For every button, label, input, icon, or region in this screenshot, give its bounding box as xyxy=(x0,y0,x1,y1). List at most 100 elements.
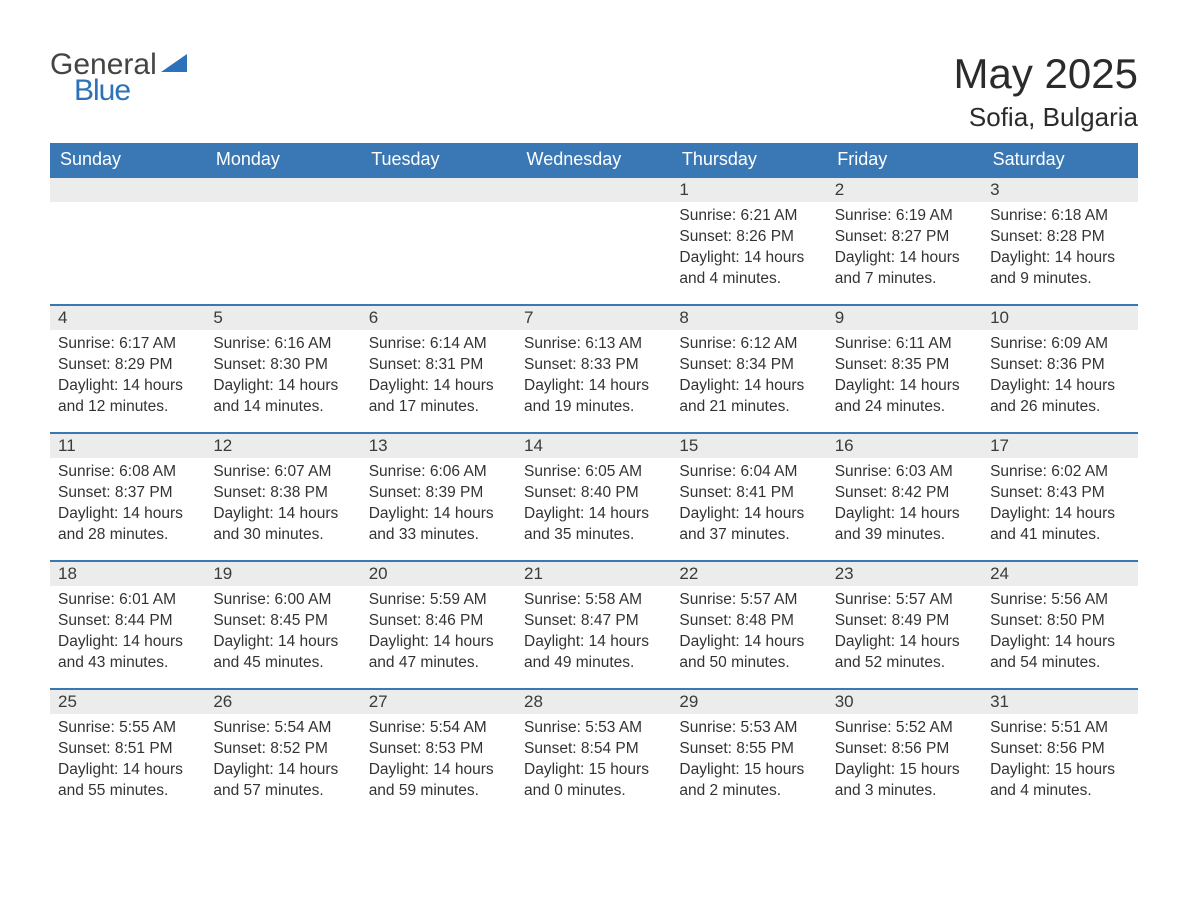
day-line: Daylight: 14 hours and 30 minutes. xyxy=(213,504,352,546)
day-number: 21 xyxy=(516,560,671,586)
day-line: Sunrise: 5:54 AM xyxy=(369,718,508,739)
calendar-cell: 4Sunrise: 6:17 AMSunset: 8:29 PMDaylight… xyxy=(50,304,205,432)
calendar-page: General Blue May 2025 Sofia, Bulgaria Su… xyxy=(0,0,1188,846)
day-content xyxy=(50,202,205,216)
day-number: 7 xyxy=(516,304,671,330)
day-line: Sunset: 8:53 PM xyxy=(369,739,508,760)
calendar-cell: 31Sunrise: 5:51 AMSunset: 8:56 PMDayligh… xyxy=(982,688,1137,816)
weekday-header: Friday xyxy=(827,143,982,176)
day-content: Sunrise: 5:53 AMSunset: 8:55 PMDaylight:… xyxy=(671,714,826,812)
day-content: Sunrise: 6:17 AMSunset: 8:29 PMDaylight:… xyxy=(50,330,205,428)
day-content: Sunrise: 5:58 AMSunset: 8:47 PMDaylight:… xyxy=(516,586,671,684)
day-content: Sunrise: 5:55 AMSunset: 8:51 PMDaylight:… xyxy=(50,714,205,812)
day-line: Daylight: 14 hours and 47 minutes. xyxy=(369,632,508,674)
day-line: Sunrise: 5:56 AM xyxy=(990,590,1129,611)
calendar-cell: 9Sunrise: 6:11 AMSunset: 8:35 PMDaylight… xyxy=(827,304,982,432)
day-line: Sunset: 8:34 PM xyxy=(679,355,818,376)
day-content: Sunrise: 6:11 AMSunset: 8:35 PMDaylight:… xyxy=(827,330,982,428)
calendar-cell: 11Sunrise: 6:08 AMSunset: 8:37 PMDayligh… xyxy=(50,432,205,560)
day-line: Sunset: 8:47 PM xyxy=(524,611,663,632)
calendar-cell: 6Sunrise: 6:14 AMSunset: 8:31 PMDaylight… xyxy=(361,304,516,432)
day-line: Daylight: 14 hours and 24 minutes. xyxy=(835,376,974,418)
day-content: Sunrise: 6:01 AMSunset: 8:44 PMDaylight:… xyxy=(50,586,205,684)
day-line: Sunrise: 6:07 AM xyxy=(213,462,352,483)
day-line: Daylight: 15 hours and 0 minutes. xyxy=(524,760,663,802)
day-content: Sunrise: 6:19 AMSunset: 8:27 PMDaylight:… xyxy=(827,202,982,300)
day-line: Daylight: 15 hours and 2 minutes. xyxy=(679,760,818,802)
calendar-cell: 14Sunrise: 6:05 AMSunset: 8:40 PMDayligh… xyxy=(516,432,671,560)
day-content: Sunrise: 5:56 AMSunset: 8:50 PMDaylight:… xyxy=(982,586,1137,684)
day-line: Sunrise: 6:08 AM xyxy=(58,462,197,483)
day-line: Sunset: 8:35 PM xyxy=(835,355,974,376)
day-line: Sunset: 8:31 PM xyxy=(369,355,508,376)
calendar-week: 25Sunrise: 5:55 AMSunset: 8:51 PMDayligh… xyxy=(50,688,1138,816)
calendar-cell: 2Sunrise: 6:19 AMSunset: 8:27 PMDaylight… xyxy=(827,176,982,304)
day-line: Daylight: 14 hours and 17 minutes. xyxy=(369,376,508,418)
title-block: May 2025 Sofia, Bulgaria xyxy=(954,50,1138,143)
day-content: Sunrise: 5:54 AMSunset: 8:53 PMDaylight:… xyxy=(361,714,516,812)
day-line: Sunrise: 6:04 AM xyxy=(679,462,818,483)
day-line: Sunset: 8:40 PM xyxy=(524,483,663,504)
day-line: Sunset: 8:49 PM xyxy=(835,611,974,632)
day-number: 22 xyxy=(671,560,826,586)
day-line: Sunrise: 5:59 AM xyxy=(369,590,508,611)
day-line: Daylight: 15 hours and 3 minutes. xyxy=(835,760,974,802)
day-content: Sunrise: 5:54 AMSunset: 8:52 PMDaylight:… xyxy=(205,714,360,812)
day-line: Sunset: 8:37 PM xyxy=(58,483,197,504)
day-number: 23 xyxy=(827,560,982,586)
day-number: 27 xyxy=(361,688,516,714)
day-line: Daylight: 15 hours and 4 minutes. xyxy=(990,760,1129,802)
calendar-body: 1Sunrise: 6:21 AMSunset: 8:26 PMDaylight… xyxy=(50,176,1138,816)
day-number: 16 xyxy=(827,432,982,458)
day-number: 1 xyxy=(671,176,826,202)
calendar-week: 4Sunrise: 6:17 AMSunset: 8:29 PMDaylight… xyxy=(50,304,1138,432)
day-line: Sunrise: 6:19 AM xyxy=(835,206,974,227)
day-line: Sunset: 8:54 PM xyxy=(524,739,663,760)
day-number: 24 xyxy=(982,560,1137,586)
day-line: Sunrise: 6:14 AM xyxy=(369,334,508,355)
day-line: Daylight: 14 hours and 33 minutes. xyxy=(369,504,508,546)
day-number: 9 xyxy=(827,304,982,330)
day-number: 12 xyxy=(205,432,360,458)
day-content: Sunrise: 6:13 AMSunset: 8:33 PMDaylight:… xyxy=(516,330,671,428)
weekday-header: Sunday xyxy=(50,143,205,176)
calendar-cell: 25Sunrise: 5:55 AMSunset: 8:51 PMDayligh… xyxy=(50,688,205,816)
day-number: 10 xyxy=(982,304,1137,330)
day-line: Sunrise: 6:05 AM xyxy=(524,462,663,483)
day-line: Sunrise: 6:11 AM xyxy=(835,334,974,355)
day-content: Sunrise: 6:14 AMSunset: 8:31 PMDaylight:… xyxy=(361,330,516,428)
day-line: Sunset: 8:27 PM xyxy=(835,227,974,248)
logo: General Blue xyxy=(50,50,187,106)
calendar-cell: 7Sunrise: 6:13 AMSunset: 8:33 PMDaylight… xyxy=(516,304,671,432)
day-content: Sunrise: 6:18 AMSunset: 8:28 PMDaylight:… xyxy=(982,202,1137,300)
day-number: 19 xyxy=(205,560,360,586)
day-line: Sunset: 8:48 PM xyxy=(679,611,818,632)
calendar-header: SundayMondayTuesdayWednesdayThursdayFrid… xyxy=(50,143,1138,176)
day-line: Daylight: 14 hours and 28 minutes. xyxy=(58,504,197,546)
day-number: 26 xyxy=(205,688,360,714)
day-content: Sunrise: 6:12 AMSunset: 8:34 PMDaylight:… xyxy=(671,330,826,428)
day-number xyxy=(516,176,671,202)
day-line: Daylight: 14 hours and 9 minutes. xyxy=(990,248,1129,290)
day-line: Sunset: 8:51 PM xyxy=(58,739,197,760)
day-content xyxy=(205,202,360,216)
day-line: Daylight: 14 hours and 59 minutes. xyxy=(369,760,508,802)
day-line: Sunset: 8:56 PM xyxy=(990,739,1129,760)
day-number: 14 xyxy=(516,432,671,458)
month-title: May 2025 xyxy=(954,50,1138,98)
weekday-header: Thursday xyxy=(671,143,826,176)
day-line: Sunset: 8:56 PM xyxy=(835,739,974,760)
calendar-cell: 30Sunrise: 5:52 AMSunset: 8:56 PMDayligh… xyxy=(827,688,982,816)
day-line: Sunset: 8:39 PM xyxy=(369,483,508,504)
header-row: General Blue May 2025 Sofia, Bulgaria xyxy=(50,50,1138,143)
day-line: Daylight: 14 hours and 50 minutes. xyxy=(679,632,818,674)
calendar-cell: 28Sunrise: 5:53 AMSunset: 8:54 PMDayligh… xyxy=(516,688,671,816)
day-content: Sunrise: 6:09 AMSunset: 8:36 PMDaylight:… xyxy=(982,330,1137,428)
calendar-cell: 22Sunrise: 5:57 AMSunset: 8:48 PMDayligh… xyxy=(671,560,826,688)
day-number: 29 xyxy=(671,688,826,714)
day-line: Daylight: 14 hours and 19 minutes. xyxy=(524,376,663,418)
calendar-cell: 16Sunrise: 6:03 AMSunset: 8:42 PMDayligh… xyxy=(827,432,982,560)
day-content: Sunrise: 5:59 AMSunset: 8:46 PMDaylight:… xyxy=(361,586,516,684)
calendar-cell xyxy=(361,176,516,304)
day-line: Sunrise: 6:16 AM xyxy=(213,334,352,355)
